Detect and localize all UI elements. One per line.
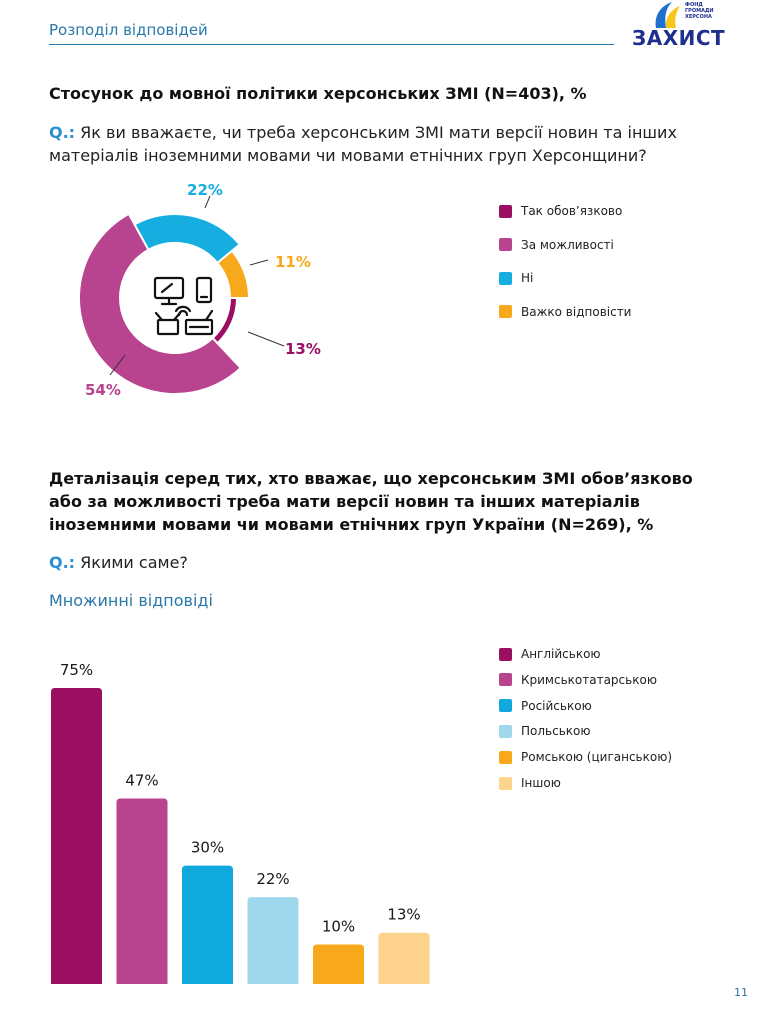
legend-swatch	[499, 204, 512, 218]
slice-value-label: 11%	[275, 253, 311, 271]
bar	[116, 798, 168, 984]
legend-item: Так обов’язково	[499, 203, 622, 219]
legend-item: За можливості	[499, 237, 614, 253]
bar	[378, 932, 430, 984]
leader-line	[249, 259, 269, 266]
legend-item: Ні	[499, 270, 533, 286]
question-text: Якими саме?	[75, 553, 188, 572]
legend-swatch	[499, 776, 512, 790]
donut-chart: 13% 54% 22% 11%	[78, 181, 321, 399]
question-text: Як ви вважаєте, чи треба херсонським ЗМІ…	[49, 123, 677, 165]
legend-label: Так обов’язково	[521, 204, 623, 218]
bar-value-label: 10%	[322, 918, 355, 936]
legend-swatch	[499, 699, 512, 713]
legend-label: Важко відповісти	[521, 304, 632, 319]
bar	[313, 944, 364, 984]
logo-mark-icon	[655, 2, 680, 28]
legend-item: Іншою	[499, 775, 561, 791]
section1-title: Стосунок до мовної політики херсонських …	[49, 84, 587, 103]
legend-label: Кримськотатарською	[521, 672, 657, 687]
legend-swatch	[499, 724, 512, 738]
bar-value-label: 75%	[60, 661, 93, 679]
legend-item: Англійською	[499, 646, 601, 662]
donut-slice	[215, 249, 251, 299]
legend-label: Російською	[521, 698, 592, 713]
leader-line	[109, 354, 126, 376]
legend-item: Російською	[499, 698, 592, 714]
legend-swatch	[499, 271, 512, 285]
legend-swatch	[499, 238, 512, 251]
legend-label: За можливості	[521, 237, 614, 252]
bar-value-label: 47%	[125, 772, 158, 790]
legend-swatch	[499, 750, 512, 764]
section1-question: Q.: Як ви вважаєте, чи треба херсонським…	[49, 121, 709, 167]
section2-question: Q.: Якими саме?	[49, 551, 709, 574]
legend-swatch	[499, 647, 512, 661]
legend-item: Польською	[499, 723, 590, 739]
legend-label: Англійською	[521, 647, 601, 661]
leader-line	[247, 331, 285, 347]
header-divider	[49, 44, 614, 45]
logo-wordmark: ЗАХИСТ	[632, 26, 726, 50]
section-header: Розподіл відповідей	[49, 21, 208, 39]
question-label: Q.:	[49, 553, 76, 572]
logo-subtitle: ФОНД ГРОМАДИ ХЕРСОНА	[685, 2, 714, 20]
legend-label: Ні	[521, 271, 534, 285]
logo: ФОНД ГРОМАДИ ХЕРСОНА ЗАХИСТ	[628, 0, 728, 50]
legend-item: Ромською (циганською)	[499, 749, 672, 765]
multiple-answers-note: Множинні відповіді	[49, 591, 213, 610]
slice-value-label: 54%	[85, 381, 121, 399]
legend-item: Кримськотатарською	[499, 672, 657, 688]
bar-value-label: 22%	[256, 870, 289, 888]
bar	[247, 897, 299, 984]
donut-slice	[211, 297, 239, 345]
media-devices-icon	[153, 276, 214, 336]
section2-title: Деталізація серед тих, хто вважає, що хе…	[49, 469, 693, 534]
slice-value-label: 22%	[187, 181, 223, 199]
bar-value-label: 30%	[191, 839, 224, 857]
bar	[51, 688, 102, 984]
donut-slice	[133, 213, 242, 265]
bar-value-label: 13%	[387, 906, 420, 924]
legend-item: Важко відповісти	[499, 304, 631, 320]
slice-value-label: 13%	[285, 340, 321, 358]
page-number: 11	[734, 986, 748, 999]
question-label: Q.:	[49, 123, 76, 142]
donut-slice	[78, 212, 243, 395]
legend-label: Ромською (циганською)	[521, 750, 673, 765]
legend-label: Польською	[521, 724, 591, 739]
legend-swatch	[499, 673, 512, 687]
leader-line	[204, 195, 211, 209]
bar-chart: 75% 47% 30% 22% 10% 13%	[51, 661, 430, 984]
legend-swatch	[499, 305, 512, 318]
legend-label: Іншою	[521, 776, 561, 790]
bar	[182, 865, 233, 984]
